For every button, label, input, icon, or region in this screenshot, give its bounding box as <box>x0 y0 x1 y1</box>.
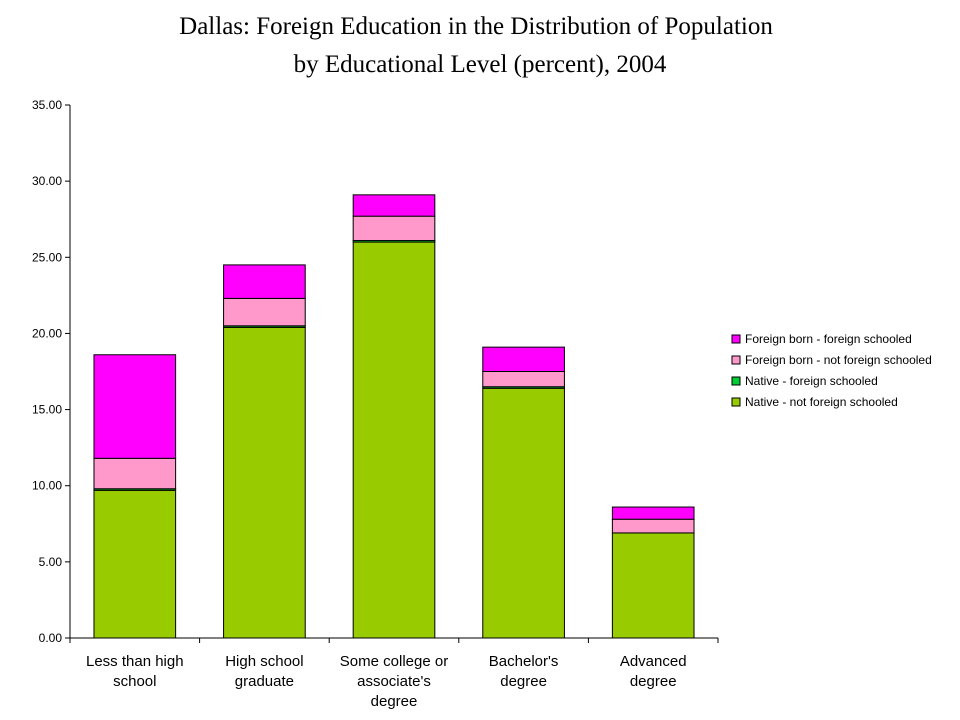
bar-segment <box>93 457 177 490</box>
axes: 0.00 5.00 10.00 15.00 20.00 25.00 30.00 35.00 <box>32 98 719 645</box>
bar-segment <box>611 518 695 534</box>
y-tick-label: 0.00 <box>39 631 63 645</box>
x-category-label: Advanced degree <box>620 653 687 690</box>
x-category-label: Bachelor's degree <box>489 653 559 690</box>
legend-swatch <box>731 355 741 365</box>
y-tick-label: 30.00 <box>32 174 62 188</box>
bar-segment <box>223 297 306 327</box>
x-category-label: Less than high school <box>86 653 184 690</box>
y-tick-label: 35.00 <box>32 98 62 112</box>
x-axis-labels: Less than high school High school graduate S… <box>86 653 687 710</box>
bar-segment <box>482 387 565 639</box>
chart-title-line-2: by Educational Level (percent), 2004 <box>294 51 667 78</box>
x-category-label: High school graduate <box>225 653 303 690</box>
legend-label: Foreign born - not foreign schooled <box>745 353 932 367</box>
chart-title-line-1: Dallas: Foreign Education in the Distrib… <box>179 13 773 40</box>
y-tick-label: 10.00 <box>32 479 62 493</box>
bar-segment <box>223 264 306 299</box>
bar-segment <box>93 354 177 459</box>
bar-segment <box>352 194 436 217</box>
legend-swatch <box>731 376 741 386</box>
y-tick-label: 20.00 <box>32 326 62 340</box>
y-tick-label: 5.00 <box>39 555 63 569</box>
bar-segment <box>93 489 177 639</box>
legend-label: Native - not foreign schooled <box>745 395 898 409</box>
x-category-label: Some college or associate's degree <box>340 653 448 710</box>
bar-segment <box>352 241 436 639</box>
y-tick-label: 15.00 <box>32 403 62 417</box>
bar-segment <box>611 532 695 639</box>
legend-label: Native - foreign schooled <box>745 374 878 388</box>
bar-segment <box>611 506 695 520</box>
legend-swatch <box>731 397 741 407</box>
legend-swatch <box>731 334 741 344</box>
bar-segment <box>223 326 306 639</box>
legend: Foreign born - foreign schooled Foreign b… <box>731 332 932 409</box>
legend-label: Foreign born - foreign schooled <box>745 332 912 346</box>
bar-segment <box>352 215 436 242</box>
y-tick-label: 25.00 <box>32 250 62 264</box>
bar-segment <box>482 346 565 372</box>
bars <box>93 194 695 639</box>
bar-segment <box>482 371 565 388</box>
